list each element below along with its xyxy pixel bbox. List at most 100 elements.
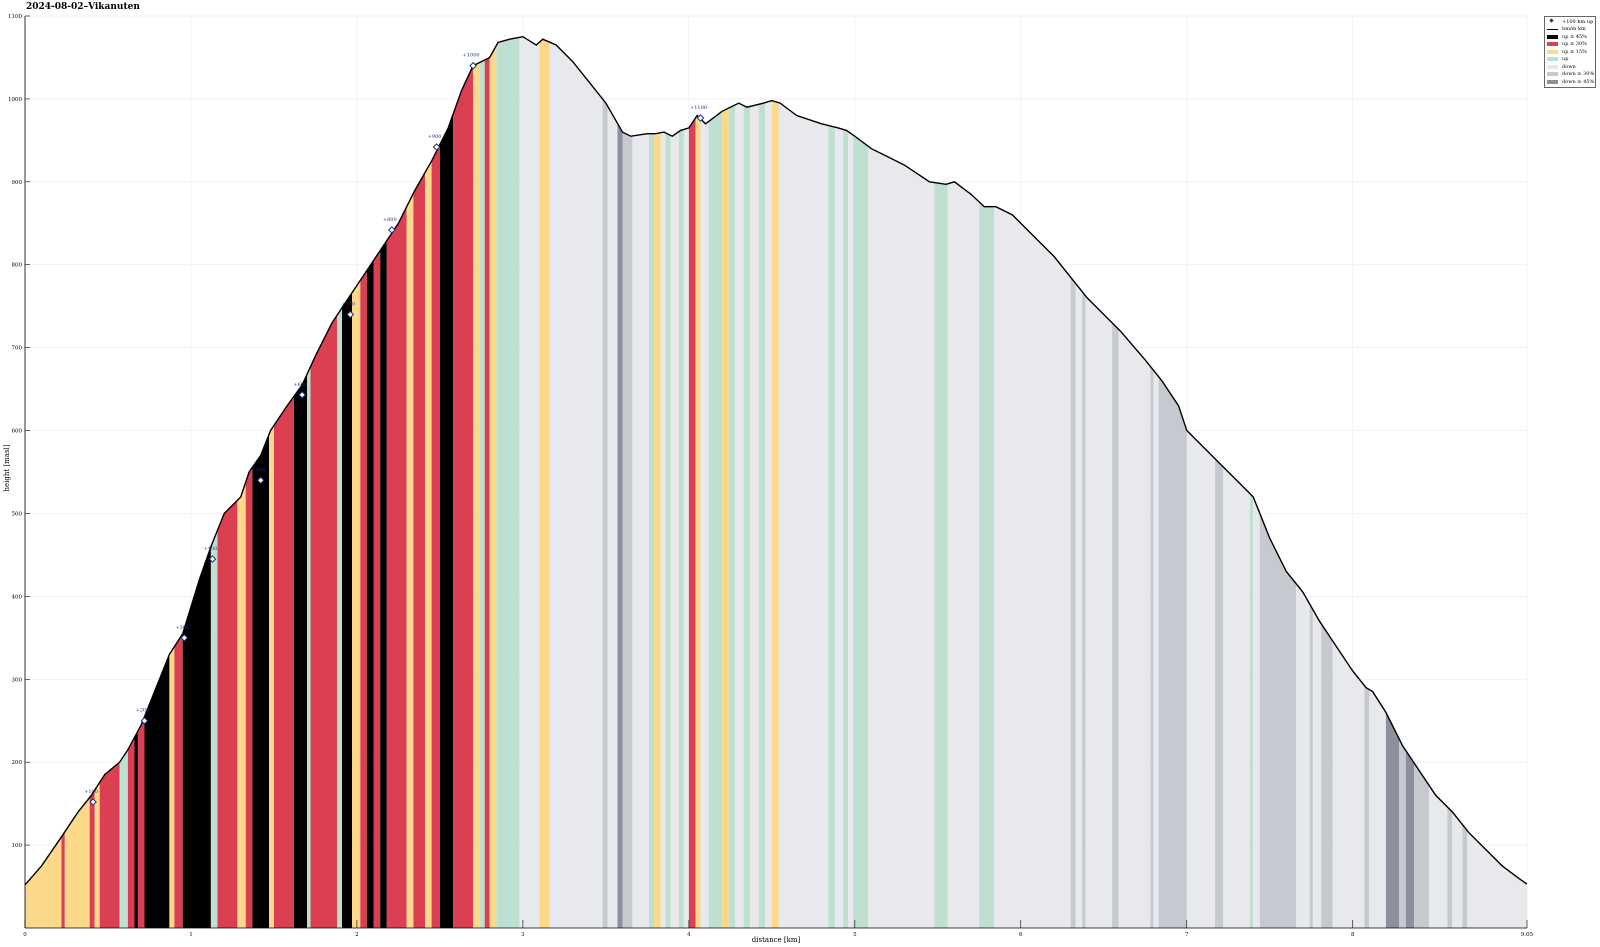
chart-title: 2024-08-02–Vikanuten: [26, 2, 140, 12]
segment-band: [406, 193, 414, 928]
segment-band: [94, 782, 100, 928]
color-swatch: [1547, 34, 1558, 39]
x-tick-label: 3: [521, 932, 525, 938]
x-tick-label: 4: [687, 932, 691, 938]
segment-band: [431, 144, 440, 928]
segment-band: [617, 123, 623, 928]
segment-band: [144, 704, 150, 928]
elevation-profile: [24, 35, 1528, 886]
segment-band: [743, 105, 751, 928]
segment-band: [237, 481, 246, 928]
segment-band: [670, 131, 679, 929]
segment-band: [549, 42, 603, 929]
hm-marker-label: +200: [136, 708, 150, 714]
legend-label: up ≥ 45%: [1562, 33, 1587, 40]
segment-band: [293, 374, 308, 929]
segment-band: [1452, 811, 1463, 928]
segment-band: [439, 113, 454, 928]
segment-band: [1075, 283, 1083, 928]
segment-band: [217, 500, 238, 928]
x-tick-label: 9.05: [1521, 932, 1534, 938]
segment-band: [1118, 329, 1151, 928]
segment-band: [750, 104, 759, 929]
segment-band: [337, 307, 342, 928]
y-tick-label: 1000: [8, 97, 22, 103]
legend-label: down: [1562, 63, 1576, 70]
segment-band: [602, 98, 608, 928]
hm-marker-label: +1100: [690, 105, 707, 111]
hm-marker-label: +1000: [463, 53, 480, 59]
segment-band: [1462, 824, 1468, 928]
x-tick-label: 0: [23, 932, 27, 938]
segment-band: [1223, 467, 1250, 928]
segment-band: [979, 202, 995, 928]
segment-band: [413, 172, 425, 928]
segment-band: [1186, 430, 1215, 928]
x-tick-label: 6: [1019, 932, 1023, 938]
legend-entry: down ≥ 30%: [1547, 71, 1594, 79]
x-tick-label: 2: [355, 932, 359, 938]
hm-marker-label: +900: [428, 134, 442, 140]
segment-band: [61, 831, 65, 928]
segment-band: [380, 240, 387, 928]
segment-band: [169, 646, 175, 928]
color-swatch: [1547, 57, 1558, 62]
x-tick-label: 8: [1351, 932, 1355, 938]
segment-band: [127, 737, 135, 928]
segment-band: [64, 797, 90, 928]
segment-band: [1215, 458, 1224, 928]
segment-band: [496, 37, 520, 929]
segment-band: [1259, 513, 1297, 928]
hm-marker: [89, 798, 97, 806]
segment-band: [373, 250, 381, 929]
hm-markers: +100 +200 +300 +400 +500 +600 +700 +800 +900 +100…: [84, 53, 707, 806]
segment-band: [843, 129, 849, 928]
segment-band: [1364, 685, 1370, 928]
profile-line: [24, 35, 1528, 886]
gradient-segments: [25, 36, 1527, 929]
segment-band: [307, 366, 311, 928]
color-swatch: [1547, 64, 1558, 69]
color-swatch: [1547, 79, 1558, 84]
segment-band: [1447, 807, 1453, 928]
segment-band: [539, 39, 550, 928]
segment-band: [695, 115, 701, 928]
segment-band: [1429, 785, 1448, 928]
segment-band: [778, 102, 829, 929]
segment-band: [1082, 291, 1086, 928]
segment-band: [660, 132, 666, 929]
y-tick-label: 600: [12, 429, 23, 435]
legend-label: hm/m km: [1562, 26, 1586, 33]
segment-band: [848, 131, 854, 929]
hm-marker: [298, 391, 306, 399]
segment-band: [425, 161, 432, 929]
segment-band: [484, 57, 490, 928]
segment-band: [245, 467, 253, 928]
segment-band: [1296, 583, 1310, 928]
segment-band: [1312, 609, 1322, 928]
hm-marker: [387, 226, 396, 234]
y-tick-label: 900: [12, 180, 23, 186]
legend-label: down ≥ 45%: [1562, 78, 1595, 85]
segment-band: [479, 59, 485, 928]
segment-band: [352, 280, 361, 928]
hm-marker: [346, 310, 355, 319]
segment-band: [765, 100, 772, 929]
segment-band: [683, 127, 689, 928]
hm-marker: [180, 633, 189, 642]
segment-band: [678, 129, 684, 928]
hm-marker: [208, 555, 217, 563]
segment-band: [386, 206, 407, 928]
segment-band: [1332, 641, 1365, 928]
segment-band: [994, 206, 1071, 928]
hm-marker-label: +400: [204, 546, 218, 552]
segment-band: [1405, 750, 1415, 928]
segment-band: [1369, 689, 1386, 928]
x-tick-label: 5: [853, 932, 857, 938]
segment-band: [342, 292, 352, 928]
hm-marker: [432, 143, 441, 151]
segment-band: [1150, 366, 1154, 928]
segment-band: [834, 127, 844, 929]
segment-band: [269, 425, 274, 928]
